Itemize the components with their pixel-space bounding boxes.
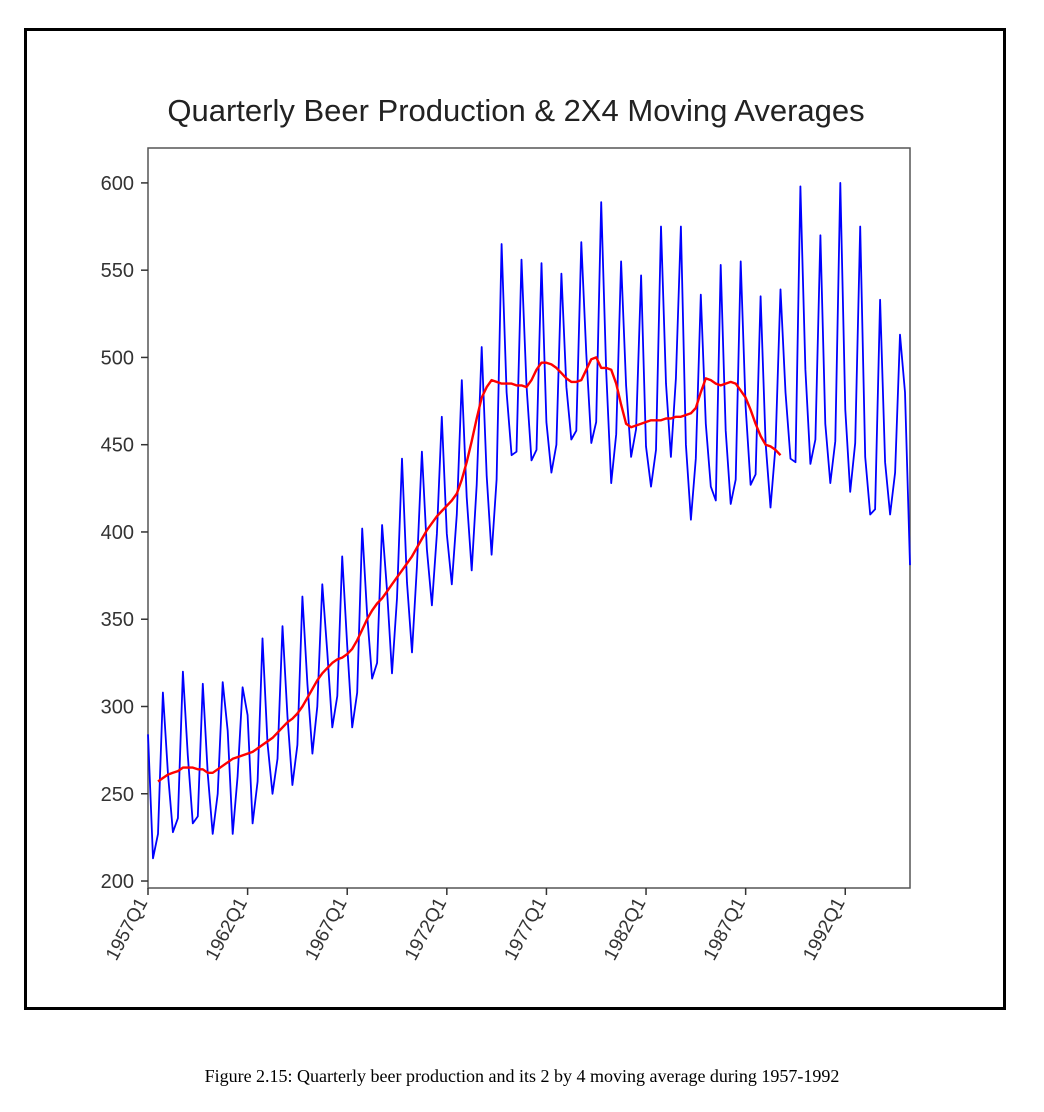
y-tick-label: 200 [101,871,134,893]
x-tick-label: 1967Q1 [301,894,351,964]
y-tick-label: 250 [101,784,134,806]
x-tick-label: 1982Q1 [600,894,650,964]
x-tick-label: 1957Q1 [102,894,152,964]
y-tick-label: 350 [101,609,134,631]
figure-caption: Figure 2.15: Quarterly beer production a… [204,1066,840,1086]
x-tick-label: 1972Q1 [401,894,451,964]
moving-average-line [157,356,782,783]
plot-border [147,147,911,889]
x-tick-label: 1992Q1 [799,894,849,964]
y-tick-label: 400 [101,522,134,544]
y-tick-label: 600 [101,173,134,195]
y-tick-label: 450 [101,435,134,457]
x-tick-label: 1977Q1 [501,894,551,964]
y-tick-label: 500 [101,347,134,369]
figure-frame [24,28,1006,1010]
production-line [147,181,911,860]
x-tick-label: 1962Q1 [202,894,252,964]
y-tick-label: 550 [101,260,134,282]
x-tick-label: 1987Q1 [700,894,750,964]
plot-area: 200 250 300 350 400 450 500 550 600 1957Q1 1962Q1 1… [101,147,911,964]
beer-production-chart: Quarterly Beer Production & 2X4 Moving A… [101,93,911,964]
chart-title: Quarterly Beer Production & 2X4 Moving A… [167,93,864,128]
y-tick-label: 300 [101,696,134,718]
